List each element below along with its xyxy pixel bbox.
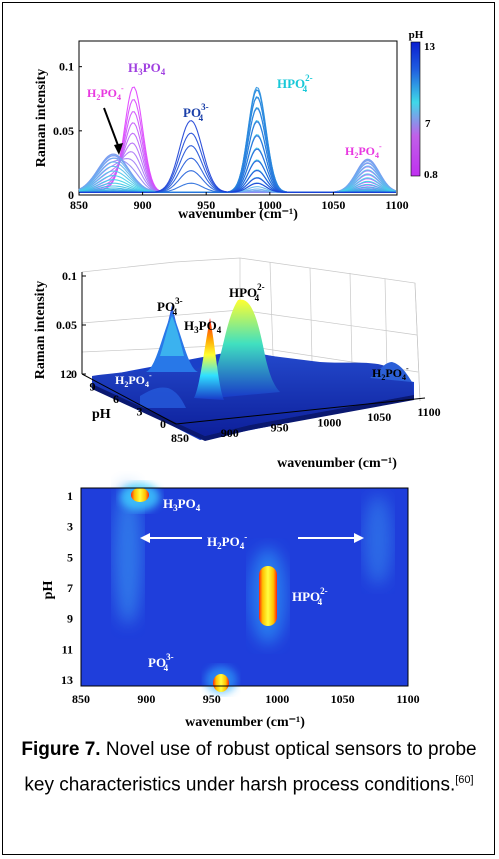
colorbar-title: pH	[409, 29, 424, 41]
label-h2po4-bottom: H2PO4-	[207, 532, 247, 551]
bottom-y-tick-label: 1	[67, 489, 73, 503]
label-h3po4-mid: H3PO4	[184, 318, 222, 335]
mid-y-tick-label: 6	[113, 392, 119, 406]
top-y-axis-ticks: 0 0.05 0.1	[53, 60, 82, 202]
raman-spectra-panel: 850 900 950 1000 1050 1100 0 0.05 0.1 wavenumbe…	[34, 29, 438, 222]
mid-x-tick-label: 1050	[367, 410, 391, 424]
label-h3po4-bottom: H3PO4	[163, 496, 201, 513]
bottom-x-axis-label: wavenumber (cm⁻¹)	[185, 715, 305, 730]
mid-y-tick-label: 12	[60, 367, 72, 381]
arrow-left-head	[140, 533, 150, 543]
caption-label: Figure 7.	[21, 739, 101, 760]
mid-y-axis-label: pH	[92, 407, 111, 422]
bottom-x-tick-label: 900	[137, 692, 155, 706]
top-x-tick-label: 1000	[258, 198, 282, 212]
bottom-y-tick-label: 5	[67, 550, 73, 564]
top-x-tick-label: 1050	[321, 198, 345, 212]
ph-colorbar	[410, 41, 421, 177]
top-x-tick-label: 1100	[385, 198, 408, 212]
hotspot-h3po4	[131, 488, 149, 502]
mid-y-tick-label: 0	[160, 417, 166, 431]
mid-x-axis-ticks: 850 900 950 1000 1050 1100	[171, 405, 441, 445]
top-plot-frame	[78, 40, 398, 196]
spectra-curves	[78, 86, 396, 193]
top-x-tick-label: 900	[134, 198, 152, 212]
label-po4-top: PO3-4	[183, 102, 209, 123]
label-h2po4-mid-right: H2PO4-	[372, 364, 409, 382]
bottom-x-axis-ticks: 850 900 950 1000 1050 1100	[72, 692, 420, 706]
mid-y-axis-ticks: 0 3 6 9 12	[60, 367, 166, 431]
band-h2po4-left	[114, 485, 142, 625]
heatmap-frame	[80, 487, 409, 687]
bottom-y-tick-label: 13	[61, 673, 73, 687]
y-axis-line	[81, 373, 177, 425]
bottom-y-tick-label: 11	[62, 642, 73, 656]
colorbar-tick-0.8: 0.8	[424, 169, 438, 181]
hotspot-hpo4	[259, 566, 277, 626]
arrow-head	[114, 143, 123, 155]
mid-x-axis-label: wavenumber (cm⁻¹)	[277, 456, 397, 471]
top-y-axis-label: Raman intensity	[34, 69, 49, 167]
x-axis-line	[175, 397, 426, 425]
spectrum-line	[79, 120, 396, 193]
caption-text: Novel use of robust optical sensors to p…	[24, 739, 477, 796]
label-h2po4-mid-left: H2PO4-	[115, 371, 152, 389]
mid-x-tick-label: 900	[221, 426, 239, 440]
arrow-right-head	[354, 533, 364, 543]
mid-x-tick-label: 950	[271, 421, 289, 435]
hotspot-po4	[213, 674, 229, 692]
label-h3po4-top: H3PO4	[128, 60, 166, 77]
mid-z-axis-label: Raman intensity	[33, 281, 48, 379]
label-h2po4-top-right: H2PO4-	[345, 142, 382, 160]
peak-hpo4	[214, 299, 280, 398]
peak-h2po4-right	[370, 362, 412, 382]
bottom-y-tick-label: 3	[67, 520, 73, 534]
label-po4-mid: PO3-4	[157, 296, 183, 317]
band-h2po4-right	[364, 495, 392, 585]
top-x-axis-ticks: 850 900 950 1000 1050 1100	[70, 192, 409, 212]
bottom-y-axis-label: pH	[41, 581, 56, 600]
bottom-x-tick-label: 950	[203, 692, 221, 706]
arrow-h2po4	[103, 107, 120, 149]
peak-po4-highlight	[160, 316, 184, 356]
bottom-x-tick-label: 1050	[331, 692, 355, 706]
peak-h2po4-left	[140, 387, 186, 408]
colorbar-tick-7: 7	[425, 118, 431, 130]
mid-y-tick-label: 3	[137, 405, 143, 419]
bottom-x-tick-label: 1000	[265, 692, 289, 706]
top-y-tick-label: 0.05	[53, 124, 74, 138]
label-h2po4-top-left: H2PO4-	[87, 84, 124, 102]
mid-x-tick-label: 1100	[417, 405, 440, 419]
top-x-axis-label: wavenumber (cm⁻¹)	[178, 207, 298, 222]
figure-caption: Figure 7. Novel use of robust optical se…	[20, 735, 478, 800]
mid-z-tick-label: 0	[71, 367, 77, 381]
colorbar-tick-13: 13	[424, 41, 436, 53]
figure-graphics: 850 900 950 1000 1050 1100 00.050.1 wavenumbe…	[33, 29, 441, 730]
top-x-tick-label: 850	[70, 198, 88, 212]
top-y-tick-label: 0	[68, 188, 74, 202]
bottom-x-tick-label: 1100	[396, 692, 419, 706]
label-hpo4-bottom: HPO2-4	[292, 586, 328, 607]
mid-z-tick-label: 0.1	[62, 269, 77, 283]
bottom-y-tick-label: 9	[67, 612, 73, 626]
mid-x-tick-label: 850	[171, 431, 189, 445]
spectrum-line	[79, 86, 396, 193]
mid-y-tick-label: 9	[90, 380, 96, 394]
top-y-tick-label: 0.1	[59, 60, 74, 74]
caption-reference: [60]	[455, 774, 474, 786]
bottom-x-tick-label: 850	[72, 692, 90, 706]
top-x-tick-label: 950	[197, 198, 215, 212]
mid-z-tick-label: 0.05	[56, 318, 77, 332]
mid-z-axis-ticks: 0 0.05 0.1	[56, 269, 86, 381]
label-po4-bottom: PO3-4	[148, 652, 174, 673]
surface-3d-panel: 0 0.05 0.1 0 3 6 9 12 850 900 950 1000 1050 1100 Ra…	[33, 257, 441, 471]
label-hpo4-top: HPO2-4	[277, 73, 313, 94]
bottom-y-tick-label: 7	[67, 581, 73, 595]
mid-x-tick-label: 1000	[317, 415, 341, 429]
peak-h3po4	[194, 318, 224, 400]
label-hpo4-mid: HPO2-4	[229, 282, 265, 303]
